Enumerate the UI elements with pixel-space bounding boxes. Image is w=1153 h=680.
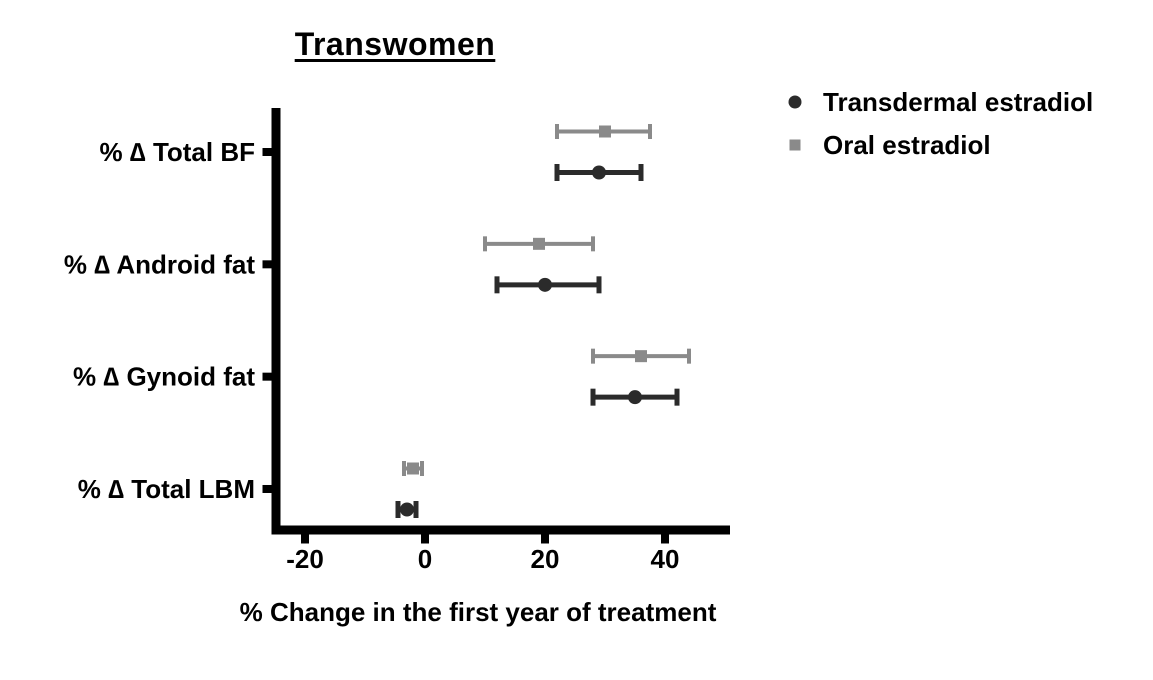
legend-label-transdermal-estradiol: Transdermal estradiol (823, 87, 1094, 117)
x-axis-title: % Change in the first year of treatment (239, 597, 717, 627)
data-point-marker (628, 390, 642, 405)
circle-marker-icon (788, 95, 802, 109)
legend-item-transdermal-estradiol: Transdermal estradiol (780, 87, 1093, 117)
y-axis (271, 108, 281, 535)
data-point-marker (407, 462, 419, 475)
x-tick-label: -20 (286, 544, 324, 574)
x-tick (421, 534, 429, 544)
category-tick (262, 148, 272, 156)
data-point-marker (599, 125, 611, 138)
category-tick (262, 484, 272, 493)
chart-title: Transwomen (294, 26, 496, 62)
category-label: % ∆ Total BF (99, 137, 255, 167)
data-point-marker (538, 277, 552, 292)
x-tick (301, 534, 309, 544)
data-point-marker (533, 237, 545, 250)
legend-item-oral-estradiol: Oral estradiol (780, 130, 1093, 160)
x-tick-label: 40 (651, 544, 680, 574)
category-label: % ∆ Android fat (64, 249, 255, 279)
legend-label-oral-estradiol: Oral estradiol (823, 130, 991, 160)
data-point-marker (400, 502, 414, 517)
x-tick (541, 534, 549, 544)
x-tick (661, 534, 669, 544)
data-point-marker (635, 350, 647, 363)
square-marker-icon (789, 139, 801, 151)
x-tick-label: 0 (418, 544, 432, 574)
category-tick (262, 260, 272, 269)
category-label: % ∆ Total LBM (78, 474, 255, 504)
legend: Transdermal estradiol Oral estradiol (780, 87, 1093, 160)
data-point-marker (592, 165, 606, 180)
x-axis (271, 525, 730, 535)
x-tick-label: 20 (531, 544, 560, 574)
category-tick (262, 372, 272, 381)
category-label: % ∆ Gynoid fat (73, 362, 255, 392)
